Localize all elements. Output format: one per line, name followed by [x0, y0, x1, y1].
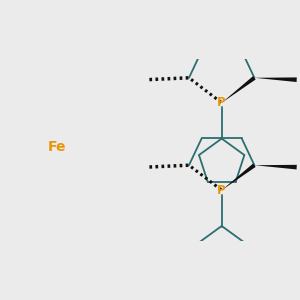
Text: Fe: Fe: [48, 140, 67, 154]
Polygon shape: [222, 164, 256, 190]
Polygon shape: [254, 165, 297, 170]
Polygon shape: [222, 76, 256, 103]
Text: P: P: [218, 96, 226, 109]
Polygon shape: [254, 77, 297, 82]
Text: P: P: [218, 184, 226, 197]
